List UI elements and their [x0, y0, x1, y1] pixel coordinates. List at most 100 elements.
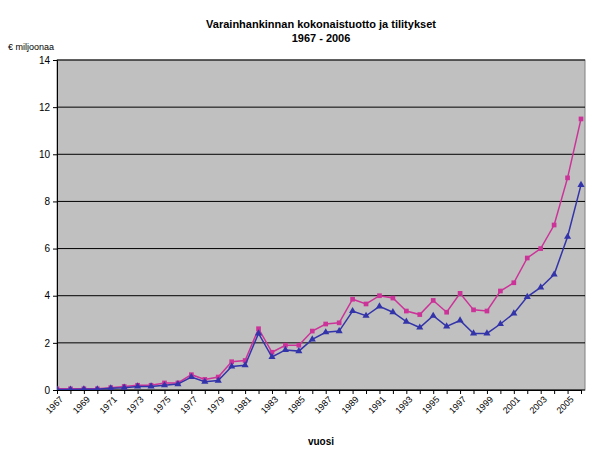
grid	[57, 60, 585, 390]
series-marker	[350, 297, 355, 302]
y-tick-mark	[53, 201, 57, 202]
series-marker	[310, 329, 315, 334]
y-axis: 0 2 4 6 8 10 12 14	[39, 55, 58, 396]
series-marker	[404, 309, 409, 314]
y-tick: 14	[39, 55, 57, 66]
x-tick-label: 1981	[232, 394, 253, 415]
x-tick	[554, 390, 555, 394]
x-tick-mark	[581, 390, 582, 394]
series-marker	[336, 327, 343, 333]
x-tick	[312, 390, 313, 394]
series-marker	[483, 329, 490, 335]
y-tick: 2	[44, 338, 57, 349]
series-marker	[416, 323, 423, 329]
x-tick-mark	[84, 390, 85, 394]
y-tick-label: 10	[39, 149, 51, 160]
series-marker	[564, 233, 571, 239]
series-marker	[147, 382, 154, 388]
x-tick-label: 1985	[286, 394, 307, 415]
x-tick	[393, 390, 394, 394]
series-marker	[349, 307, 356, 313]
series-marker	[485, 309, 490, 314]
x-tick	[259, 390, 260, 394]
x-tick	[124, 390, 125, 394]
x-tick: 1993	[393, 390, 414, 416]
series-marker	[309, 335, 316, 341]
grid-line	[57, 248, 585, 249]
x-tick	[285, 390, 286, 394]
series-marker	[57, 385, 61, 390]
y-axis-line	[53, 61, 58, 391]
y-tick-label: 12	[39, 102, 51, 113]
series-marker	[457, 316, 464, 322]
x-tick-mark	[218, 390, 219, 394]
series-marker	[80, 385, 87, 390]
y-tick-mark	[53, 343, 57, 344]
y-tick-label: 4	[44, 290, 50, 301]
grid-line	[57, 107, 585, 108]
series-marker	[498, 289, 503, 294]
y-tick-mark	[53, 249, 57, 250]
x-tick-mark	[474, 390, 475, 394]
x-tick: 1969	[71, 390, 92, 416]
x-tick-label: 2003	[528, 394, 549, 415]
y-tick-mark	[53, 296, 57, 297]
y-tick-label: 6	[44, 243, 50, 254]
x-tick	[97, 390, 98, 394]
series-marker	[201, 378, 208, 384]
x-tick: 1989	[339, 390, 360, 416]
x-tick: 1967	[44, 390, 65, 416]
x-tick-mark	[299, 390, 300, 394]
series-marker	[188, 373, 195, 379]
x-tick-label: 1997	[447, 394, 468, 415]
x-tick: 1979	[205, 390, 226, 416]
x-tick	[420, 390, 421, 394]
series-line	[57, 119, 581, 389]
grid-line	[57, 295, 585, 296]
x-tick-mark	[420, 390, 421, 394]
x-tick-mark	[487, 390, 488, 394]
x-tick	[205, 390, 206, 394]
x-tick-mark	[111, 390, 112, 394]
x-tick: 2005	[554, 390, 575, 416]
series-marker	[417, 312, 422, 317]
x-tick-label: 2005	[554, 394, 575, 415]
x-tick	[232, 390, 233, 394]
series-marker	[391, 296, 396, 301]
x-tick-mark	[164, 390, 165, 394]
series-markers	[57, 117, 583, 390]
y-tick: 0	[44, 385, 57, 396]
y-axis-title: € miljoonaa	[8, 42, 54, 52]
series-marker	[403, 318, 410, 324]
plot-background	[57, 60, 585, 390]
x-axis: 1967196919711973197519771979198119831985…	[44, 390, 582, 416]
series-line	[57, 185, 581, 390]
grid-line	[57, 201, 585, 202]
grid-line	[57, 154, 585, 155]
x-tick-mark	[285, 390, 286, 394]
y-tick: 8	[44, 196, 57, 207]
series-marker	[242, 361, 249, 367]
series-marker	[538, 246, 543, 251]
series-marker	[376, 302, 383, 308]
x-tick: 1995	[420, 390, 441, 416]
series-group	[57, 117, 585, 390]
x-tick-label: 1975	[151, 394, 172, 415]
series-marker	[121, 384, 128, 390]
series-marker	[510, 309, 517, 315]
x-tick-label: 1977	[178, 394, 199, 415]
x-tick-mark	[568, 390, 569, 394]
x-tick-label: 1991	[366, 394, 387, 415]
x-tick-mark	[500, 390, 501, 394]
x-tick: 1973	[125, 390, 146, 416]
series-marker	[364, 302, 369, 307]
series-marker	[444, 310, 449, 315]
x-tick-mark	[326, 390, 327, 394]
series-marker	[94, 385, 101, 390]
x-tick-mark	[151, 390, 152, 394]
series-marker	[389, 308, 396, 314]
x-tick-mark	[97, 390, 98, 394]
x-tick-label: 1979	[205, 394, 226, 415]
x-tick-mark	[339, 390, 340, 394]
x-tick-mark	[205, 390, 206, 394]
